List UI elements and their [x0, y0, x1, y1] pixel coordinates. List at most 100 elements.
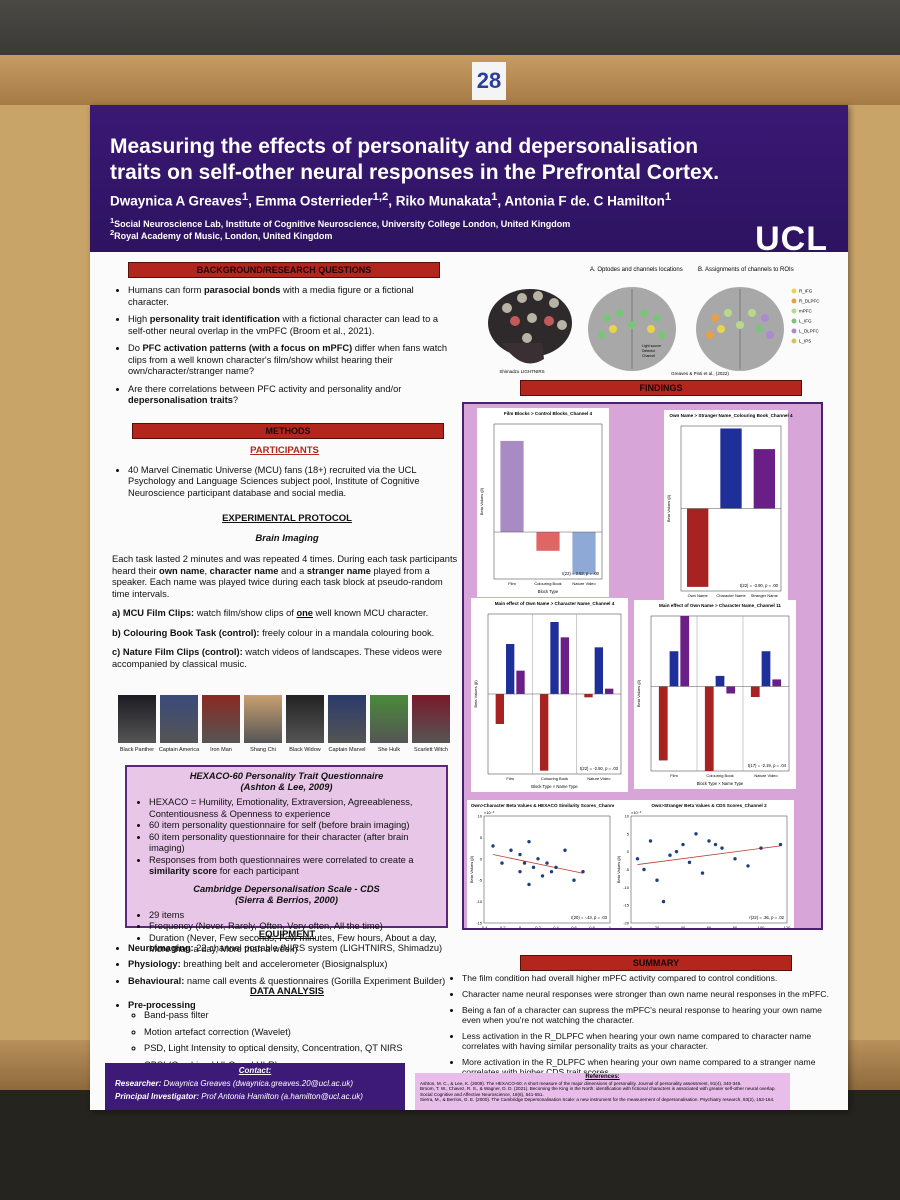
text-run: , Antonia F de. C Hamilton: [497, 193, 665, 209]
roi-swatch: [791, 308, 797, 314]
superscript: 1,2: [372, 191, 389, 203]
x-tick-label: 0: [630, 925, 633, 928]
item-text: Pre-processing: [128, 1000, 196, 1010]
bar: [572, 532, 596, 575]
superscript: 1: [664, 191, 672, 203]
chart-title: Main effect of Own Name > Character Name…: [495, 601, 615, 606]
subheading: EQUIPMENT: [258, 929, 316, 940]
character-photo: [328, 695, 366, 743]
x-tick-label: 120: [784, 925, 791, 928]
list-item: Character name neural responses were str…: [462, 989, 842, 999]
x-tick-label: Film: [506, 776, 514, 781]
text-run: for each participant: [217, 866, 299, 876]
bar: [550, 622, 559, 694]
x-tick-label: 100: [758, 925, 765, 928]
bar: [605, 688, 614, 694]
list-item: 40 Marvel Cinematic Universe (MCU) fans …: [128, 465, 457, 500]
chart-title: Own>Character Beta Values & HEXACO Simil…: [471, 803, 624, 808]
character-photo: [244, 695, 282, 743]
text-run: watch film/show clips of: [194, 608, 297, 618]
list-item: 60 item personality questionnaire for th…: [149, 832, 440, 855]
x-tick-label: 0: [519, 925, 522, 928]
fit-line: [637, 845, 781, 865]
scatter-point: [694, 832, 698, 836]
roi-label: R_DLPFC: [799, 299, 820, 304]
text-run: differ when fans watch clips from a well…: [128, 343, 448, 376]
y-tick-label: -5: [625, 867, 629, 872]
x-tick-label: Nature Video: [587, 776, 611, 781]
bullet-list: Neuroimaging: 22 channel portable fNIRS …: [112, 943, 462, 987]
subheading: Brain Imaging: [255, 532, 319, 544]
text-run: and a: [278, 565, 307, 576]
citation: (Ashton & Lee, 2009): [240, 782, 333, 792]
list-item: Less activation in the R_DLPFC when hear…: [462, 1031, 842, 1051]
bar: [516, 670, 525, 694]
x-tick-label: Own Name: [688, 593, 709, 598]
scatter-point: [687, 860, 692, 865]
text-run: Duration (Never, Few seconds, Few minute…: [149, 932, 437, 955]
panel-label: B. Assignments of channels to ROIs: [698, 267, 794, 273]
stat-label: t(17) = -2.19, p = .04: [748, 763, 787, 768]
y-axis-label: Beta Values (β): [616, 855, 621, 883]
underlined-run: one: [296, 608, 313, 618]
bold-run: b) Colouring Book Task (control):: [112, 627, 260, 638]
device-label: Shimadzu LIGHTNIRS: [499, 369, 544, 374]
figure-credit: Greaves & Pinti et al., (2022): [671, 371, 729, 376]
text-run: Are there correlations between PFC activ…: [128, 383, 402, 394]
scatter-point: [720, 846, 724, 850]
bold-run: a) MCU Film Clips:: [112, 608, 195, 618]
scatter-point: [581, 869, 585, 874]
references-heading: References:: [585, 1074, 620, 1080]
logo: UCL: [755, 220, 828, 258]
scatter-point: [681, 842, 685, 847]
questionnaire-box: HEXACO-60 Personality Trait Questionnair…: [125, 765, 448, 954]
superscript: 2: [110, 228, 115, 237]
scatter-point: [700, 871, 705, 875]
list-item: 29 items: [149, 910, 440, 922]
plot-frame: [630, 815, 788, 924]
scatter-point: [518, 852, 522, 857]
bar: [687, 508, 709, 587]
text-run: Responses from both questionnaires were …: [149, 854, 414, 865]
y-tick-label: -10: [623, 885, 630, 890]
contact-line: Researcher: Dwaynica Greaves (dwaynica.g…: [115, 1079, 395, 1088]
bar: [500, 440, 524, 533]
chart-title: Main effect of Own Name > Character Name…: [659, 603, 781, 608]
list-item: High personality trait identification wi…: [128, 314, 457, 337]
x-tick-label: 1: [609, 925, 612, 928]
roi-label: R_IFG: [799, 289, 813, 294]
bold-run: c) Nature Film Clips (control):: [112, 647, 243, 657]
text-run: , Riko Munakata: [388, 193, 492, 209]
list-item: Frequency (Never, Rarely, Often, Very of…: [149, 921, 440, 933]
text-run: breathing belt and accelerometer (Biosig…: [180, 959, 388, 969]
y-tick-label: 10: [625, 814, 630, 819]
text-run: , Emma Osterrieder: [248, 193, 373, 209]
bar: [658, 686, 668, 761]
list-item: Duration (Never, Few seconds, Few minute…: [149, 933, 440, 956]
y-axis-label: Beta Values (β): [479, 487, 484, 515]
x-tick-label: Film: [670, 773, 678, 778]
scatter-point: [707, 839, 711, 843]
y-axis-label: Beta Values (β): [666, 494, 671, 522]
bullet-list: Humans can form parasocial bonds with a …: [112, 285, 457, 407]
bullet-list: 40 Marvel Cinematic Universe (MCU) fans …: [112, 465, 457, 500]
text-run: Dwaynica Greaves (dwaynica.greaves.20@uc…: [161, 1079, 354, 1088]
text-run: watch videos of landscapes. These videos…: [112, 647, 442, 669]
bar: [505, 644, 515, 694]
wall: [0, 0, 900, 58]
bold-run: Physiology:: [128, 959, 181, 969]
scatter-point: [674, 849, 679, 854]
x-tick-label: Character Name: [716, 593, 746, 598]
bar: [750, 686, 760, 698]
title-line: Measuring the effects of personality and…: [110, 135, 699, 158]
x-tick-label: 80: [733, 925, 738, 928]
text-run: Humans can form: [128, 285, 204, 295]
scatter-point: [540, 874, 545, 878]
bar: [495, 694, 504, 724]
subheading: DATA ANALYSIS: [249, 986, 325, 997]
roi-swatch: [791, 298, 797, 304]
reference: Ashton, M. C., & Lee, K. (2009). The HEX…: [420, 1080, 742, 1086]
bold-run: parasocial bonds: [203, 285, 281, 295]
x-tick-label: -0.4: [481, 925, 489, 928]
x-tick-label: 40: [681, 925, 686, 928]
